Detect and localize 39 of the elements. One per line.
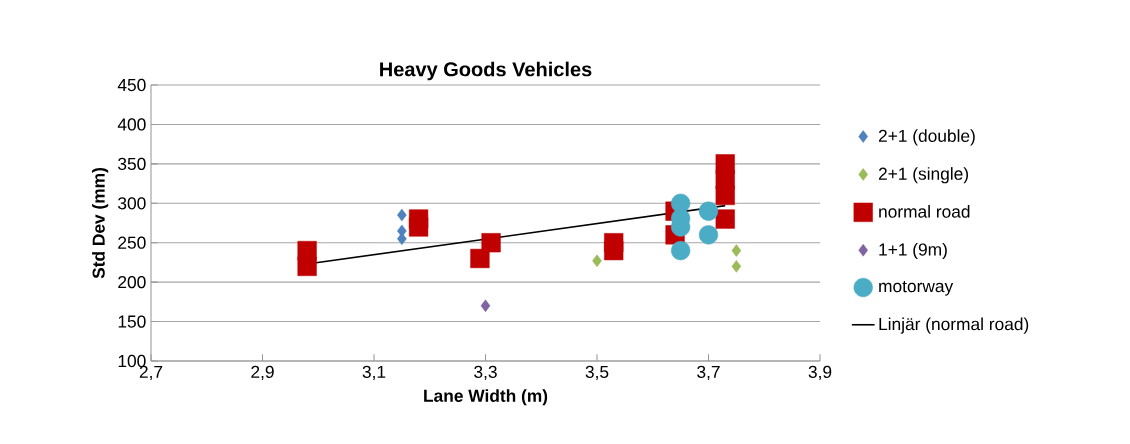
point xyxy=(671,241,691,261)
y-tick-label: 300 xyxy=(118,197,146,210)
y-tick-label: 150 xyxy=(118,315,146,328)
point xyxy=(480,299,491,313)
point xyxy=(731,244,742,257)
chart-title: Heavy Goods Vehicles xyxy=(380,61,592,81)
y-tick-label: 450 xyxy=(117,78,146,92)
point xyxy=(409,217,429,237)
y-tick-label: 350 xyxy=(118,157,146,170)
point xyxy=(715,209,735,229)
y-tick-label: 400 xyxy=(117,118,146,131)
y-tick-label: 200 xyxy=(118,276,146,289)
legend-label: Linjär (normal road) xyxy=(879,317,1029,334)
point xyxy=(715,185,735,206)
legend-label: normal road xyxy=(879,205,970,218)
x-tick-label: 3,5 xyxy=(585,365,609,381)
x-axis-title: Lane Width (m) xyxy=(424,389,548,406)
y-tick-label: 100 xyxy=(118,354,146,368)
point xyxy=(604,241,624,261)
x-tick-label: 3,1 xyxy=(362,365,386,381)
point xyxy=(592,254,602,268)
point xyxy=(481,233,501,253)
legend-label: 2+1 (single) xyxy=(878,167,969,184)
x-tick-label: 3,7 xyxy=(697,365,720,381)
legend-label: 2+1 (double) xyxy=(878,129,975,146)
y-axis-title: Std Dev (mm) xyxy=(92,168,109,279)
point xyxy=(731,260,742,273)
legend-label: motorway xyxy=(879,280,954,296)
x-tick-label: 2,9 xyxy=(251,365,274,381)
x-tick-label: 3,9 xyxy=(808,365,832,381)
legend-label: 1+1 (9m) xyxy=(879,242,947,260)
point xyxy=(397,232,407,246)
y-tick-label: 250 xyxy=(118,236,146,249)
point xyxy=(470,248,490,269)
point xyxy=(698,201,719,221)
x-tick-label: 3,3 xyxy=(474,365,497,381)
point xyxy=(297,256,317,276)
point xyxy=(698,225,719,245)
point xyxy=(397,208,407,222)
